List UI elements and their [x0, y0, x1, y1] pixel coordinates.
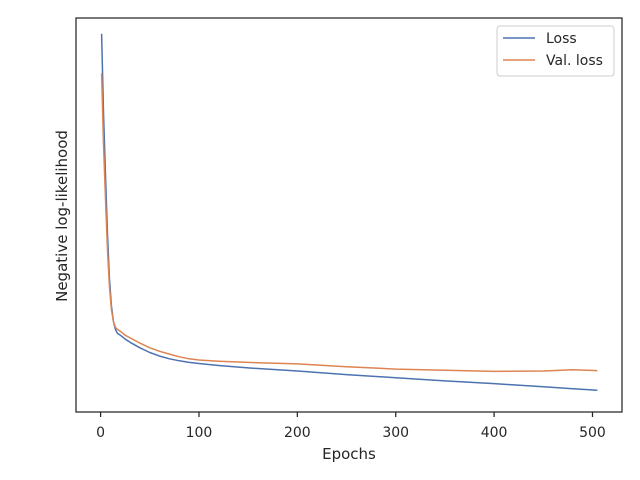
legend-label-2: Val. loss — [546, 53, 603, 69]
x-tick-label: 300 — [382, 425, 409, 441]
legend-label-1: Loss — [546, 31, 577, 47]
x-tick-label: 200 — [284, 425, 311, 441]
plot-frame — [75, 17, 623, 413]
y-axis-label: Negative log-likelihood — [53, 130, 71, 302]
x-tick-label: 500 — [579, 425, 606, 441]
series-line-2 — [100, 73, 598, 373]
series-line-1 — [100, 33, 598, 392]
x-tick-label: 0 — [96, 425, 105, 441]
x-tick-label: 100 — [186, 425, 213, 441]
x-tick-label: 400 — [481, 425, 508, 441]
x-axis-label: Epochs — [322, 445, 376, 463]
